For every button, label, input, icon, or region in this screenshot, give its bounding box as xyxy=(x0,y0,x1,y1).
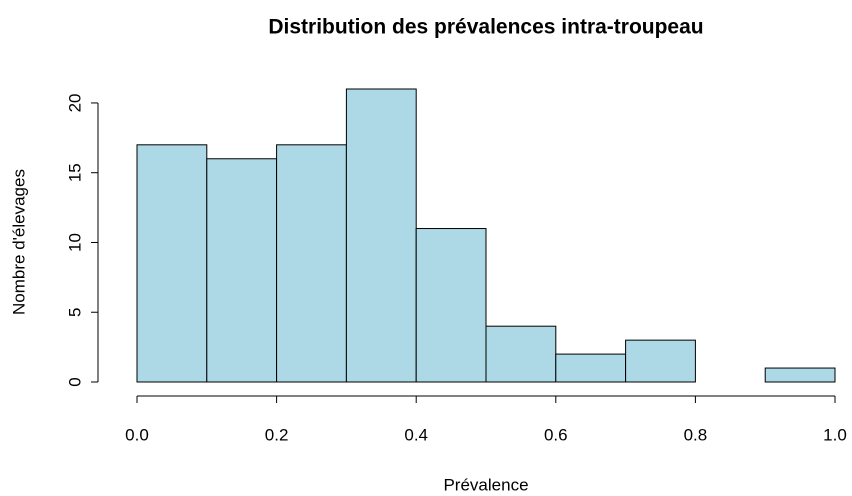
y-tick-label: 5 xyxy=(65,308,84,317)
bar xyxy=(415,228,487,383)
bar xyxy=(136,144,208,383)
x-tick-label: 0.0 xyxy=(125,425,149,444)
x-tick-label: 0.4 xyxy=(404,425,428,444)
chart-title: Distribution des prévalences intra-troup… xyxy=(268,16,703,39)
bar xyxy=(625,339,696,383)
x-tick-label: 0.2 xyxy=(265,425,289,444)
y-tick-label: 15 xyxy=(65,163,84,182)
x-axis-label: Prévalence xyxy=(443,475,528,494)
x-tick-label: 1.0 xyxy=(823,425,847,444)
bar xyxy=(555,353,627,383)
x-tick-label: 0.6 xyxy=(544,425,568,444)
y-tick-label: 0 xyxy=(65,377,84,386)
x-tick-label: 0.8 xyxy=(684,425,708,444)
y-axis-label: Nombre d'élevages xyxy=(9,169,28,315)
y-tick-label: 10 xyxy=(65,233,84,252)
bar xyxy=(345,88,417,383)
bar xyxy=(764,367,836,383)
bar xyxy=(276,144,347,383)
y-tick-label: 20 xyxy=(65,93,84,112)
bar xyxy=(206,158,278,383)
bar xyxy=(485,325,557,383)
